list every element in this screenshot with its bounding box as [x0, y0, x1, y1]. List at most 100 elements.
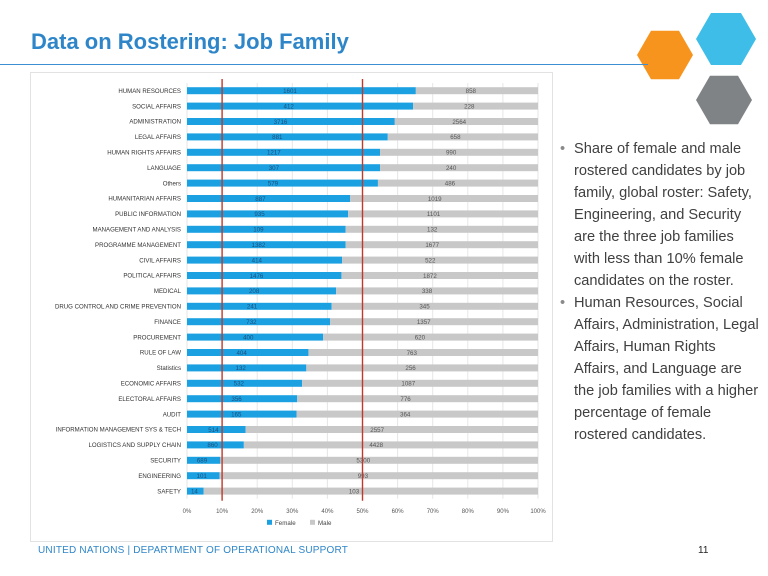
- female-bar: [187, 379, 303, 387]
- category-label: HUMAN RESOURCES: [118, 88, 181, 95]
- female-data-label: 132: [236, 365, 247, 372]
- female-data-label: 400: [243, 334, 254, 341]
- female-data-label: 208: [249, 288, 260, 295]
- male-bar: [394, 118, 538, 125]
- male-bar: [220, 456, 538, 464]
- male-data-label: 1677: [425, 242, 439, 249]
- male-data-label: 1087: [401, 381, 415, 388]
- female-data-label: 3716: [274, 119, 288, 126]
- female-bar: [187, 287, 337, 295]
- category-label: Others: [163, 180, 181, 187]
- x-tick-label: 30%: [286, 509, 299, 515]
- category-label: DRUG CONTROL AND CRIME PREVENTION: [55, 304, 181, 311]
- male-bar: [345, 241, 538, 249]
- female-data-label: 860: [207, 442, 218, 449]
- male-bar: [306, 364, 538, 372]
- female-bar: [187, 87, 416, 95]
- male-bar: [413, 102, 538, 110]
- category-label: LANGUAGE: [147, 165, 181, 172]
- female-bar: [187, 318, 331, 326]
- female-data-label: 532: [234, 381, 245, 388]
- male-bar: [380, 148, 538, 156]
- male-data-label: 763: [407, 350, 418, 357]
- male-bar: [302, 379, 538, 387]
- bullet-text: Share of female and male rostered candid…: [574, 141, 752, 289]
- male-data-label: 338: [422, 288, 433, 295]
- female-bar: [187, 487, 204, 495]
- title-underline: [0, 64, 648, 65]
- bullet-dot-icon: •: [560, 295, 566, 311]
- male-data-label: 990: [446, 150, 457, 157]
- gray-hexagon: [696, 75, 752, 125]
- category-label: HUMAN RIGHTS AFFAIRS: [107, 150, 181, 157]
- x-tick-label: 10%: [216, 509, 229, 515]
- category-label: INFORMATION MANAGEMENT SYS & TECH: [56, 427, 181, 434]
- x-tick-label: 20%: [251, 509, 264, 515]
- female-data-label: 732: [246, 319, 257, 326]
- male-bar: [297, 395, 538, 403]
- category-label: AUDIT: [163, 411, 182, 418]
- male-data-label: 1101: [427, 211, 441, 218]
- male-data-label: 103: [349, 488, 360, 495]
- female-bar: [187, 133, 388, 141]
- category-label: MANAGEMENT AND ANALYSIS: [93, 227, 182, 234]
- male-bar: [336, 287, 538, 295]
- male-data-label: 486: [445, 180, 456, 187]
- male-bar: [387, 133, 538, 141]
- category-label: LOGISTICS AND SUPPLY CHAIN: [88, 442, 181, 449]
- category-label: ENGINEERING: [138, 473, 181, 480]
- category-label: Statistics: [157, 365, 181, 372]
- bullet-dot-icon: •: [560, 141, 566, 157]
- male-bar: [330, 318, 538, 326]
- female-data-label: 101: [197, 473, 208, 480]
- female-data-label: 689: [197, 458, 208, 465]
- category-label: SOCIAL AFFAIRS: [132, 103, 181, 110]
- female-data-label: 1601: [283, 88, 297, 95]
- female-bar: [187, 195, 351, 202]
- male-data-label: 228: [464, 103, 475, 110]
- male-bar: [331, 302, 538, 310]
- female-data-label: 579: [268, 180, 279, 187]
- category-label: FINANCE: [154, 319, 181, 326]
- female-data-label: 881: [272, 134, 283, 141]
- female-data-label: 1476: [250, 273, 264, 280]
- male-data-label: 345: [419, 304, 430, 311]
- male-bar: [377, 179, 538, 187]
- female-bar: [187, 225, 346, 233]
- male-data-label: 522: [425, 257, 436, 264]
- female-data-label: 109: [253, 227, 264, 234]
- female-data-label: 514: [208, 427, 219, 434]
- category-label: SAFETY: [157, 488, 181, 495]
- male-data-label: 256: [405, 365, 416, 372]
- category-label: ADMINISTRATION: [129, 119, 181, 126]
- female-bar: [187, 333, 324, 341]
- male-bar: [219, 472, 538, 480]
- male-data-label: 2564: [452, 119, 466, 126]
- male-bar: [341, 272, 538, 279]
- female-bar: [187, 410, 297, 418]
- legend-swatch: [310, 519, 315, 525]
- category-label: POLITICAL AFFAIRS: [123, 273, 181, 280]
- female-data-label: 356: [231, 396, 242, 403]
- job-family-stacked-bar-chart: 0% 10% 20% 30% 40% 50% 60% 70% 80% 90% 100% HUMAN R…: [55, 79, 546, 527]
- female-data-label: 412: [284, 103, 295, 110]
- legend-swatch: [267, 519, 272, 525]
- male-data-label: 1019: [428, 196, 442, 203]
- category-label: ELECTORAL AFFAIRS: [118, 396, 181, 403]
- male-data-label: 620: [415, 334, 426, 341]
- male-data-label: 5300: [356, 458, 370, 465]
- male-bar: [348, 210, 538, 218]
- female-bar: [187, 179, 378, 187]
- x-tick-label: 100%: [530, 509, 546, 515]
- x-tick-label: 40%: [321, 509, 334, 515]
- female-bar: [187, 148, 381, 156]
- male-data-label: 4428: [369, 442, 383, 449]
- legend-label: Male: [318, 520, 332, 527]
- category-label: HUMANITARIAN AFFAIRS: [108, 196, 181, 203]
- bullet-list: • Share of female and male rostered candi…: [560, 138, 760, 446]
- female-bar: [187, 302, 332, 310]
- female-bar: [187, 102, 414, 110]
- male-data-label: 776: [400, 396, 411, 403]
- female-bar: [187, 426, 246, 433]
- male-data-label: 658: [450, 134, 461, 141]
